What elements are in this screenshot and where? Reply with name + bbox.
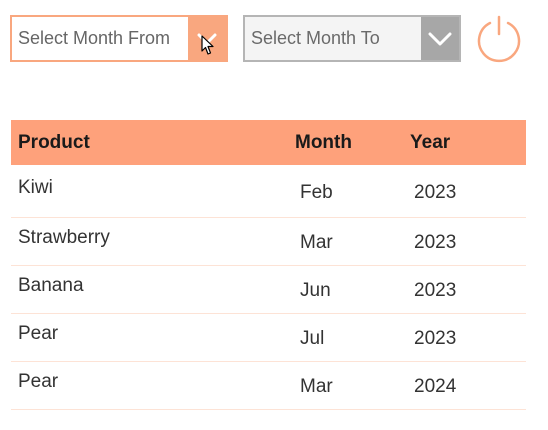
table-header: Product Month Year [11,120,526,165]
cell-year: 2023 [414,280,457,301]
cell-year: 2023 [414,232,457,253]
cell-month: Jun [300,280,331,301]
cell-product: Pear [18,323,59,344]
month-to-label: Select Month To [251,28,380,48]
month-to-dropdown[interactable]: Select Month To [243,15,461,62]
mouse-pointer-icon [201,35,214,55]
month-to-toggle-button[interactable] [421,17,459,60]
cell-year: 2023 [414,182,457,203]
column-header-year[interactable]: Year [410,132,451,153]
table-row: Pear Jul 2023 [11,314,526,362]
cell-year: 2024 [414,376,457,397]
table-row: Kiwi Feb 2023 [11,165,526,218]
table-row: Pear Mar 2024 [11,362,526,410]
month-from-toggle-button[interactable] [188,17,226,60]
month-from-dropdown[interactable]: Select Month From [10,15,228,62]
column-header-month[interactable]: Month [295,132,352,153]
chevron-down-icon [428,32,452,45]
reset-button[interactable] [474,14,524,64]
cell-month: Mar [300,232,333,253]
products-table: Product Month Year Kiwi Feb 2023 Strawbe… [11,120,526,410]
table-row: Strawberry Mar 2023 [11,218,526,266]
column-header-product[interactable]: Product [18,132,90,153]
cell-year: 2023 [414,328,457,349]
cell-product: Pear [18,371,59,392]
cell-month: Mar [300,376,333,397]
cell-product: Strawberry [18,227,110,248]
refresh-icon [477,15,521,63]
cell-month: Feb [300,182,333,203]
table-row: Banana Jun 2023 [11,266,526,314]
cell-product: Banana [18,275,84,296]
cell-product: Kiwi [18,177,53,198]
cell-month: Jul [300,328,325,349]
month-from-label: Select Month From [18,28,171,48]
table-body: Kiwi Feb 2023 Strawberry Mar 2023 Banana… [11,165,526,410]
